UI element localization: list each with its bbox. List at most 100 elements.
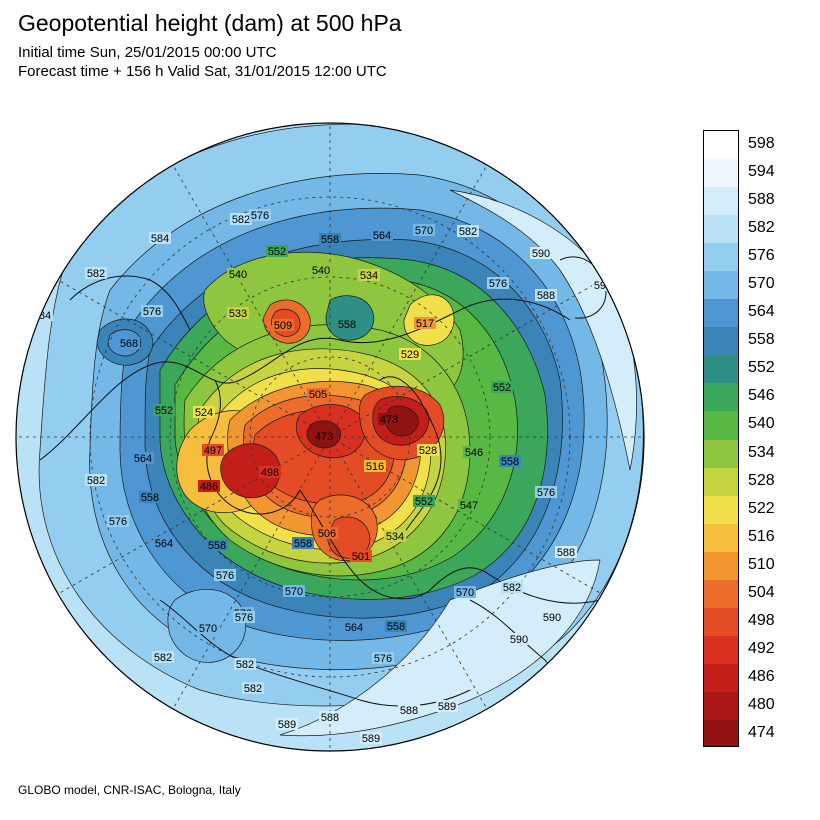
contour-label: 505 xyxy=(309,389,327,401)
contour-label-bg xyxy=(149,232,171,244)
colorbar-label: 540 xyxy=(748,415,775,433)
contour-label: 564 xyxy=(373,230,391,242)
contour-label: 576 xyxy=(489,278,507,290)
coastline xyxy=(299,489,601,604)
contour-label-bg xyxy=(398,704,420,716)
colorbar-label: 486 xyxy=(748,667,775,685)
colorbar-swatch xyxy=(704,299,738,328)
contour-label-bg xyxy=(372,652,394,664)
contour-label: 516 xyxy=(366,461,384,473)
contour-label-bg xyxy=(343,621,365,633)
contour-label-bg xyxy=(360,732,382,744)
contour-label-bg xyxy=(530,247,552,259)
colorbar-label: 492 xyxy=(748,639,775,657)
colorbar-label: 546 xyxy=(748,387,775,405)
contour-label-bg xyxy=(457,225,479,237)
contour-label: 540 xyxy=(229,269,247,281)
contour-label: 568 xyxy=(120,338,138,350)
initial-time: Initial time Sun, 25/01/2015 00:00 UTC xyxy=(18,44,277,61)
contour-label-bg xyxy=(399,348,421,360)
contour-label: 582 xyxy=(232,214,250,226)
contour-label-bg xyxy=(458,499,480,511)
colorbar-label: 558 xyxy=(748,331,775,349)
colorbar-swatch xyxy=(704,635,738,665)
contour-label-bg xyxy=(230,213,252,225)
contour-label: 576 xyxy=(235,612,253,624)
contour-label-bg xyxy=(85,474,107,486)
contour-label: 582 xyxy=(87,475,105,487)
meridian-line xyxy=(329,436,603,595)
contour-label-bg xyxy=(414,317,436,329)
contour-label: 497 xyxy=(204,445,222,457)
contour-label-bg xyxy=(234,658,256,670)
contour-label-bg xyxy=(259,466,281,478)
contour-label: 589 xyxy=(362,733,380,745)
contour-label-bg xyxy=(276,718,298,730)
contour-label: 498 xyxy=(261,467,279,479)
contour-label: 564 xyxy=(134,453,152,465)
contour-label: 558 xyxy=(338,319,356,331)
colorbar-swatch xyxy=(704,159,738,188)
contour-label-bg xyxy=(197,622,219,634)
contour-label: 589 xyxy=(278,719,296,731)
contour-label: 576 xyxy=(109,516,127,528)
contour-label: 473 xyxy=(380,414,398,426)
contour-label-bg xyxy=(214,569,236,581)
contour-label-bg xyxy=(198,480,220,492)
latitude-circle xyxy=(169,276,491,598)
colorbar-swatch xyxy=(704,215,738,244)
contour-label: 547 xyxy=(460,500,478,512)
colorbar-swatch xyxy=(704,607,738,637)
contour-label: 570 xyxy=(415,225,433,237)
colorbar-label: 474 xyxy=(748,723,775,741)
contour-label: 534 xyxy=(386,531,404,543)
contour-label-bg xyxy=(417,444,439,456)
contour-label-bg xyxy=(535,289,557,301)
colorbar-label: 522 xyxy=(748,499,775,517)
contour-label: 529 xyxy=(401,349,419,361)
height-field-region xyxy=(220,443,281,499)
contour-label: 589 xyxy=(438,701,456,713)
contour-label: 552 xyxy=(493,382,511,394)
meridian-line xyxy=(329,164,488,438)
contour-label: 588 xyxy=(321,712,339,724)
contour-label-bg xyxy=(385,620,407,632)
contour-label: 533 xyxy=(229,308,247,320)
colorbar-swatch xyxy=(704,439,738,469)
contour-label: 558 xyxy=(294,538,312,550)
contour-label: 501 xyxy=(352,551,370,563)
colorbar-label: 570 xyxy=(748,275,775,293)
contour-label: 509 xyxy=(274,320,292,332)
contour-label-bg xyxy=(535,486,557,498)
contour-label-bg xyxy=(384,530,406,542)
contour-label-bg xyxy=(141,305,163,317)
contour-label-bg xyxy=(501,581,523,593)
meridian-line xyxy=(329,279,603,438)
colorbar-swatch xyxy=(704,719,738,746)
colorbar-swatch xyxy=(704,495,738,525)
contour-label-bg xyxy=(508,633,530,645)
contour-label-bg xyxy=(139,491,161,503)
contour-label-bg xyxy=(227,307,249,319)
colorbar-swatch xyxy=(704,243,738,272)
colorbar-labels: 598 594 588 582 576 570 564 558 552 546 540 534 528 5… xyxy=(748,130,808,747)
contour-label-bg xyxy=(319,233,341,245)
forecast-time: Forecast time + 156 h Valid Sat, 31/01/2… xyxy=(18,63,387,80)
contour-label-bg xyxy=(336,318,358,330)
contour-label: 582 xyxy=(459,226,477,238)
meridian-line xyxy=(172,164,331,438)
meridian-line xyxy=(57,279,331,438)
contour-label-bg xyxy=(292,537,314,549)
contour-label-bg xyxy=(266,245,288,257)
colorbar-label: 498 xyxy=(748,611,775,629)
contour-label-bg xyxy=(454,586,476,598)
contour-label: 506 xyxy=(318,528,336,540)
contour-label-bg xyxy=(85,267,107,279)
contour-label-bg xyxy=(132,452,154,464)
colorbar-label: 582 xyxy=(748,219,775,237)
height-field-region xyxy=(279,559,601,737)
contour-label: 582 xyxy=(503,582,521,594)
contour-label: 546 xyxy=(465,447,483,459)
meridian-line xyxy=(172,436,331,710)
